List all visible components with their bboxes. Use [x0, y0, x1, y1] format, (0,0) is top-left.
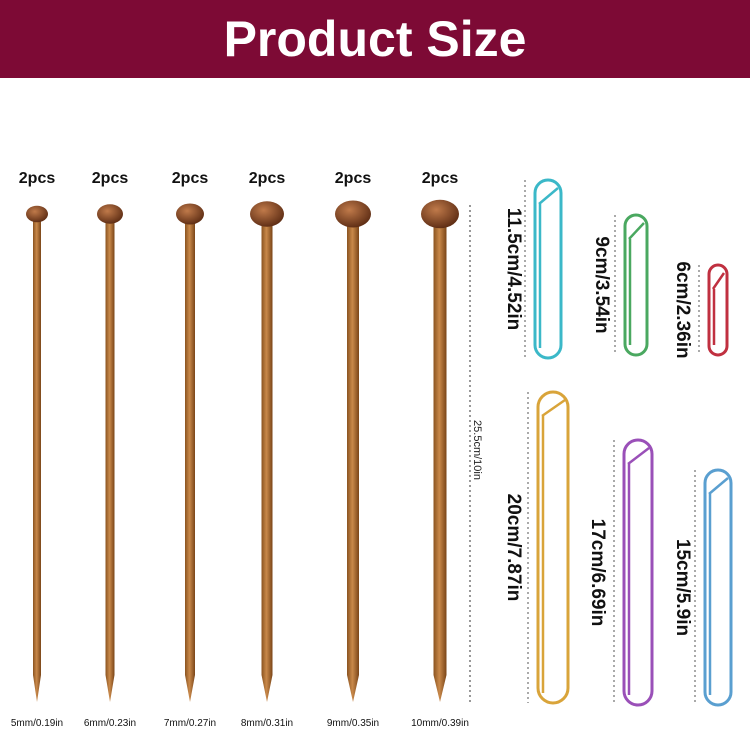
header-band — [0, 0, 750, 78]
needle-quantity: 2pcs — [422, 170, 459, 187]
holder-pin — [627, 447, 650, 695]
needle-length: 25.5cm/10in — [471, 420, 483, 480]
holder-label: 6cm/2.36in — [672, 261, 693, 358]
holder-pin — [541, 398, 566, 693]
header-title: Product Size — [224, 11, 527, 67]
holder-loop — [622, 438, 654, 707]
needle-quantity: 2pcs — [92, 170, 129, 187]
needle-shaft — [433, 220, 447, 702]
holder-label: 17cm/6.69in — [587, 519, 608, 627]
needle-knob — [250, 201, 284, 227]
stitch-holders: 11.5cm/4.52in 9cm/3.54in 6cm/2.36in 20cm/7.… — [503, 178, 733, 707]
holder-label: 15cm/5.9in — [672, 539, 693, 636]
needle: 2pcs 8mm/0.31in — [241, 170, 293, 729]
needle-size: 5mm/0.19in — [11, 718, 63, 729]
needle-shaft — [261, 220, 273, 702]
holder-loop — [703, 468, 733, 707]
needle-quantity: 2pcs — [172, 170, 209, 187]
holder-label: 20cm/7.87in — [503, 494, 524, 602]
needle: 2pcs 7mm/0.27in — [164, 170, 216, 729]
needle-size: 8mm/0.31in — [241, 718, 293, 729]
needle-knob — [335, 200, 371, 228]
needle-shaft — [105, 220, 115, 702]
needle-shaft — [347, 220, 359, 702]
holder-label: 11.5cm/4.52in — [503, 208, 524, 331]
stitch-holder: 6cm/2.36in — [672, 261, 729, 359]
holder-pin — [708, 477, 729, 695]
holder-loop — [623, 213, 649, 357]
holder-label: 9cm/3.54in — [591, 236, 612, 333]
needle-size: 9mm/0.35in — [327, 718, 379, 729]
stitch-holder: 15cm/5.9in — [672, 468, 733, 707]
holder-loop — [533, 178, 563, 360]
needles: 2pcs 5mm/0.19in 2pcs 6mm/0.23in 2pcs 7mm/0.27… — [11, 170, 469, 729]
needle: 2pcs 10mm/0.39in — [411, 170, 469, 729]
holder-pin — [711, 272, 726, 345]
holder-pin — [538, 187, 559, 348]
holder-loop — [707, 263, 729, 357]
needle-shaft — [33, 220, 41, 702]
needle-knob — [176, 203, 204, 225]
needle-quantity: 2pcs — [249, 170, 286, 187]
needle-size: 10mm/0.39in — [411, 718, 469, 729]
holder-pin — [628, 222, 645, 345]
stitch-holder: 20cm/7.87in — [503, 390, 570, 705]
needle-knob — [97, 204, 123, 224]
stitch-holder: 11.5cm/4.52in — [503, 178, 563, 360]
needle: 2pcs 6mm/0.23in — [84, 170, 136, 729]
needle-size: 7mm/0.27in — [164, 718, 216, 729]
needle-knob — [26, 205, 48, 223]
needle-quantity: 2pcs — [19, 170, 56, 187]
needle-quantity: 2pcs — [335, 170, 372, 187]
needle-shaft — [185, 220, 195, 702]
needle-knob — [421, 199, 459, 229]
needle: 2pcs 9mm/0.35in — [327, 170, 379, 729]
stitch-holder: 9cm/3.54in — [591, 213, 649, 357]
stitch-holder: 17cm/6.69in — [587, 438, 654, 707]
needle: 2pcs 5mm/0.19in — [11, 170, 63, 729]
needle-size: 6mm/0.23in — [84, 718, 136, 729]
holder-loop — [536, 390, 570, 705]
